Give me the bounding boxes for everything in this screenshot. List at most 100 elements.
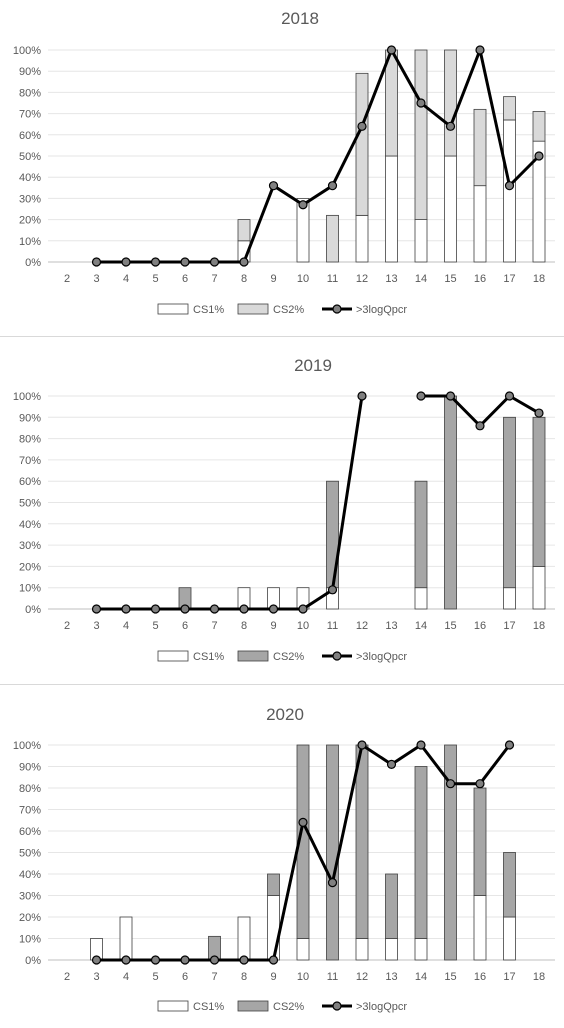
point-qpcr: [121, 257, 131, 267]
point-qpcr: [445, 391, 456, 401]
bar-cs2: [503, 416, 516, 589]
y-tick-label: 50%: [19, 498, 41, 510]
point-qpcr: [91, 257, 102, 267]
point-qpcr: [327, 878, 338, 888]
x-tick-label: 12: [356, 273, 368, 285]
point-qpcr: [386, 45, 397, 55]
y-tick-label: 20%: [19, 912, 41, 924]
x-tick-label: 4: [123, 273, 129, 285]
legend-label-qpcr: >3logQpcr: [356, 1001, 407, 1013]
point-qpcr: [121, 955, 131, 965]
point-qpcr: [357, 121, 367, 131]
x-tick-label: 18: [533, 273, 545, 285]
chart-2020: 2020 0% 10% 20% 30% 40% 50% 60% 70% 80% 90% 100% 2 3 4…: [13, 705, 555, 1013]
y-tick-label: 100%: [13, 740, 41, 752]
legend-label-qpcr: >3logQpcr: [356, 651, 407, 663]
x-tick-label: 11: [327, 620, 338, 632]
bar-cs1: [444, 155, 457, 263]
panel-divider: [0, 336, 564, 337]
y-tick-label: 60%: [19, 476, 41, 488]
point-qpcr: [445, 779, 456, 789]
bar-cs1: [267, 895, 280, 961]
x-tick-label: 6: [182, 620, 188, 632]
point-qpcr: [357, 391, 367, 401]
bar-cs2: [473, 108, 487, 187]
x-tick-label: 9: [270, 620, 276, 632]
x-tick-label: 6: [182, 273, 188, 285]
x-tick-label: 7: [211, 273, 217, 285]
bar-cs1: [532, 565, 546, 610]
x-tick-label: 18: [533, 620, 545, 632]
point-qpcr: [416, 391, 426, 401]
bar-cs2: [532, 416, 546, 567]
point-qpcr: [121, 604, 131, 614]
legend-label-cs1: CS1%: [193, 304, 224, 316]
legend-label-cs1: CS1%: [193, 1001, 224, 1013]
bar-cs2: [414, 766, 428, 939]
bar-cs1: [503, 916, 516, 961]
bar-cs2: [532, 111, 546, 142]
legend-swatch-cs2: [237, 650, 269, 662]
y-tick-label: 10%: [19, 583, 41, 595]
legend-label-qpcr: >3logQpcr: [356, 304, 407, 316]
y-tick-label: 10%: [19, 934, 41, 946]
point-qpcr: [534, 151, 544, 161]
point-qpcr: [268, 955, 279, 965]
chart-2018: 2018 0% 10% 20% 30% 40% 50% 60% 70% 80% 90% 100% 2 3 4…: [13, 9, 555, 316]
x-tick-label: 15: [444, 273, 456, 285]
chart-title: 2018: [281, 9, 319, 28]
point-qpcr: [91, 955, 102, 965]
bar-cs2: [296, 744, 310, 939]
y-tick-label: 30%: [19, 193, 41, 205]
x-tick-label: 10: [297, 620, 309, 632]
y-tick-label: 90%: [19, 66, 41, 78]
bar-cs2: [503, 96, 516, 121]
y-tick-label: 0%: [25, 604, 41, 616]
bar-cs2: [444, 744, 457, 961]
point-qpcr: [504, 181, 515, 191]
x-tick-label: 2: [64, 971, 70, 983]
point-qpcr: [209, 604, 220, 614]
y-tick-label: 90%: [19, 412, 41, 424]
point-qpcr: [180, 604, 190, 614]
series-line-qpcr: [96, 48, 541, 264]
x-tick-label: 3: [93, 620, 99, 632]
point-qpcr: [209, 257, 220, 267]
x-tick-label: 11: [327, 971, 338, 983]
legend: CS1% CS2% >3logQpcr: [157, 1000, 407, 1013]
legend-swatch-cs1: [157, 650, 189, 662]
bar-cs1: [385, 155, 398, 263]
legend-swatch-cs1: [157, 303, 189, 315]
y-tick-label: 80%: [19, 434, 41, 446]
y-tick-label: 0%: [25, 955, 41, 967]
x-tick-label: 13: [385, 620, 397, 632]
bar-cs1: [355, 938, 369, 961]
x-tick-label: 4: [123, 620, 129, 632]
x-tick-label: 15: [444, 620, 456, 632]
point-qpcr: [268, 604, 279, 614]
point-qpcr: [357, 740, 367, 750]
x-tick-label: 16: [474, 620, 486, 632]
bar-cs2: [355, 744, 369, 939]
point-qpcr: [475, 779, 485, 789]
y-tick-label: 20%: [19, 215, 41, 227]
chart-panel-2020: 2020 0% 10% 20% 30% 40% 50% 60% 70% 80% 90% 100% 2 3 4…: [0, 685, 564, 1023]
x-tick-label: 17: [503, 620, 515, 632]
point-qpcr: [150, 955, 161, 965]
x-tick-label: 9: [270, 971, 276, 983]
bar-cs1: [473, 185, 487, 263]
bar-cs2: [326, 744, 339, 961]
point-qpcr: [239, 604, 249, 614]
point-qpcr: [180, 257, 190, 267]
point-qpcr: [298, 817, 308, 827]
point-qpcr: [475, 45, 485, 55]
x-tick-label: 10: [297, 971, 309, 983]
legend-swatch-cs2: [237, 303, 269, 315]
bar-cs1: [296, 938, 310, 961]
point-qpcr: [91, 604, 102, 614]
x-tick-label: 10: [297, 273, 309, 285]
point-qpcr: [239, 955, 249, 965]
bar-cs1: [119, 916, 133, 961]
x-tick-label: 14: [415, 273, 427, 285]
y-tick-label: 30%: [19, 540, 41, 552]
